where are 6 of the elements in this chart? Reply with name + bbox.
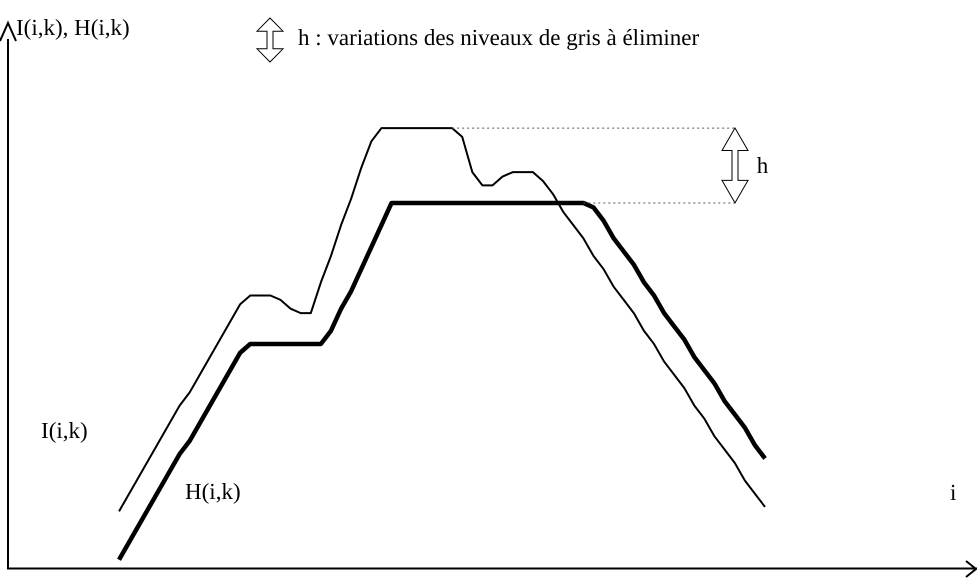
text: h : variations des niveaux de gris à éliminer: [298, 25, 700, 50]
text: I(i,k): [41, 418, 88, 444]
annotation: h: [756, 152, 768, 178]
series-label: H(i,k): [185, 478, 241, 504]
x-axis-title: i: [950, 480, 956, 505]
y-axis-title: I(i,k), H(i,k): [16, 15, 130, 40]
